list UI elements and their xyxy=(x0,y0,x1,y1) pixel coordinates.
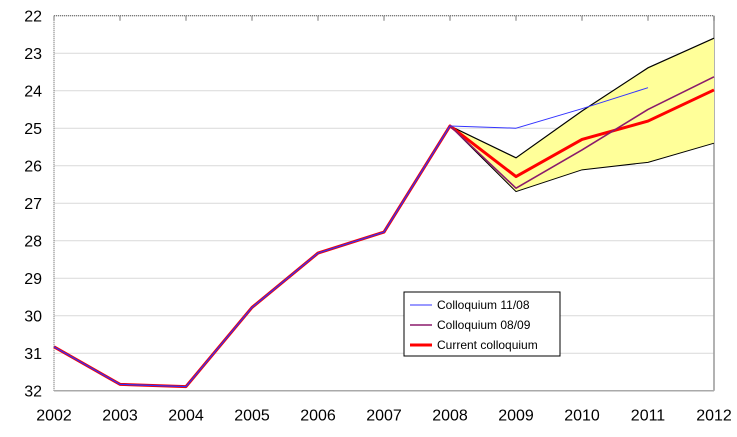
y-tick-label: 31 xyxy=(24,346,42,363)
y-tick-label: 27 xyxy=(24,196,42,213)
x-tick-label: 2009 xyxy=(498,408,534,425)
y-tick-label: 25 xyxy=(24,121,42,138)
x-tick-label: 2002 xyxy=(36,408,72,425)
y-tick-label: 24 xyxy=(24,84,42,101)
band-upper-edge xyxy=(449,37,715,159)
x-tick-label: 2008 xyxy=(432,408,468,425)
legend-label: Colloquium 08/09 xyxy=(437,318,531,332)
x-tick-label: 2003 xyxy=(102,408,138,425)
series-line-0 xyxy=(53,87,649,388)
y-tick-label: 32 xyxy=(24,384,42,401)
x-tick-label: 2004 xyxy=(168,408,204,425)
x-tick-label: 2006 xyxy=(300,408,336,425)
y-tick-label: 22 xyxy=(24,9,42,26)
x-tick-label: 2007 xyxy=(366,408,402,425)
x-tick-label: 2012 xyxy=(696,408,732,425)
y-tick-label: 23 xyxy=(24,46,42,63)
x-tick-label: 2011 xyxy=(631,408,666,425)
forecast-band xyxy=(450,38,714,192)
legend-label: Colloquium 11/08 xyxy=(437,298,530,312)
y-tick-label: 29 xyxy=(24,271,42,288)
x-tick-label: 2005 xyxy=(234,408,270,425)
y-tick-label: 28 xyxy=(24,234,42,251)
x-tick-label: 2010 xyxy=(564,408,600,425)
y-tick-label: 26 xyxy=(24,159,42,176)
legend-label: Current colloquium xyxy=(437,338,538,352)
y-tick-label: 30 xyxy=(24,309,42,326)
band-lower-edge xyxy=(449,125,715,193)
